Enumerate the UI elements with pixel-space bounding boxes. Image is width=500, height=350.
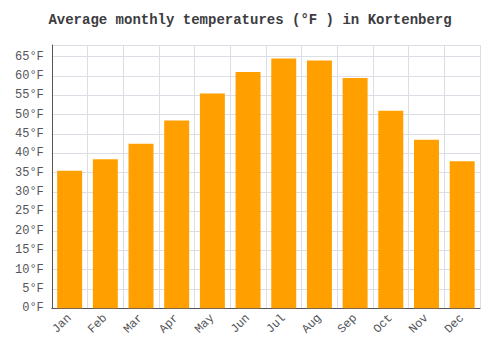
svg-text:Mar: Mar (121, 311, 146, 336)
svg-text:25°F: 25°F (15, 204, 44, 218)
svg-text:10°F: 10°F (15, 263, 44, 277)
svg-text:Feb: Feb (85, 311, 110, 336)
svg-text:60°F: 60°F (15, 69, 44, 83)
svg-text:35°F: 35°F (15, 166, 44, 180)
svg-text:Jun: Jun (228, 311, 253, 336)
svg-text:Aug: Aug (299, 311, 324, 336)
svg-text:Oct: Oct (371, 311, 396, 336)
svg-text:Jul: Jul (264, 311, 289, 336)
svg-text:65°F: 65°F (15, 50, 44, 64)
svg-text:Average monthly temperatures (: Average monthly temperatures (°F ) in Ko… (48, 12, 451, 28)
svg-text:Dec: Dec (442, 311, 467, 336)
svg-text:55°F: 55°F (15, 88, 44, 102)
svg-text:5°F: 5°F (22, 282, 44, 296)
svg-text:May: May (192, 311, 217, 336)
svg-text:30°F: 30°F (15, 185, 44, 199)
svg-text:50°F: 50°F (15, 108, 44, 122)
svg-text:Sep: Sep (335, 311, 360, 336)
svg-text:45°F: 45°F (15, 127, 44, 141)
svg-text:Nov: Nov (406, 311, 431, 336)
svg-text:Apr: Apr (156, 311, 181, 336)
svg-text:15°F: 15°F (15, 243, 44, 257)
svg-text:40°F: 40°F (15, 146, 44, 160)
svg-text:0°F: 0°F (22, 301, 44, 315)
svg-text:20°F: 20°F (15, 224, 44, 238)
svg-text:Jan: Jan (49, 311, 74, 336)
